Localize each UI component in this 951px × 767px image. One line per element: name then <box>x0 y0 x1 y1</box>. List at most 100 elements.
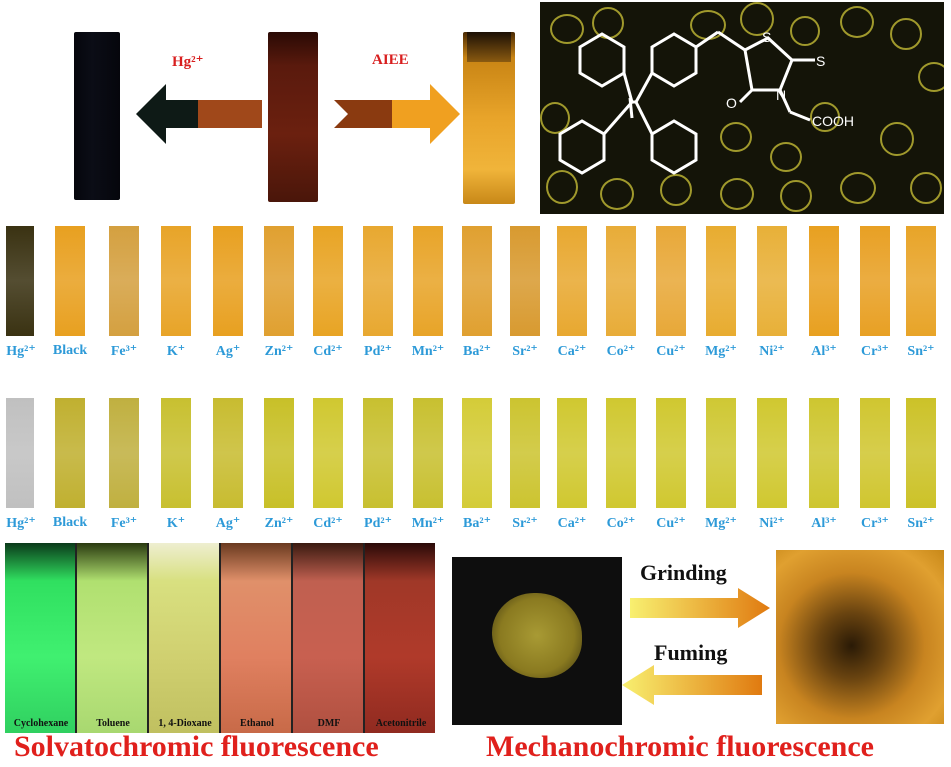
test-strip <box>313 398 343 508</box>
test-strip <box>809 398 839 508</box>
left-arrow-icon <box>136 84 262 144</box>
solvent-label: Acetonitrile <box>375 718 427 729</box>
solvent-vial <box>77 543 147 733</box>
strip-label: Sn²⁺ <box>907 516 935 531</box>
test-strip <box>109 226 139 336</box>
test-strip <box>462 398 492 508</box>
strip-label: Cu²⁺ <box>656 344 686 359</box>
test-strip <box>510 398 540 508</box>
strip-label: Fe³⁺ <box>110 344 138 359</box>
powder-after-grinding <box>776 550 944 724</box>
solvent-vial <box>221 543 291 733</box>
atom-s-ring: S <box>762 29 771 45</box>
strip-label: Mg²⁺ <box>705 516 737 531</box>
strip-label: Cd²⁺ <box>313 516 343 531</box>
test-strip <box>606 226 636 336</box>
test-strip <box>706 398 736 508</box>
right-arrow-icon <box>334 84 460 144</box>
mechanochromic-title: Mechanochromic fluorescence <box>486 730 874 763</box>
aiee-arrow-label: AIEE <box>372 52 409 68</box>
solvent-vial <box>293 543 363 733</box>
vial-probe <box>268 32 318 202</box>
test-strip <box>809 226 839 336</box>
solvatochromic-title: Solvatochromic fluorescence <box>14 730 379 763</box>
strip-label: Ba²⁺ <box>463 516 491 531</box>
strip-label: Sr²⁺ <box>512 516 538 531</box>
strip-label: Cu²⁺ <box>656 516 686 531</box>
strip-label: Zn²⁺ <box>264 516 294 531</box>
strip-label: Black <box>52 343 88 358</box>
strip-label: Ni²⁺ <box>759 516 785 531</box>
test-strip <box>510 226 540 336</box>
test-strip <box>213 398 243 508</box>
strip-label: Ni²⁺ <box>759 344 785 359</box>
test-strip <box>860 226 890 336</box>
strip-label: Co²⁺ <box>606 344 636 359</box>
solvent-label: Cyclohexane <box>13 718 69 729</box>
test-strip <box>161 226 191 336</box>
strip-label: Sn²⁺ <box>907 344 935 359</box>
strip-label: Co²⁺ <box>606 516 636 531</box>
strip-label: Ca²⁺ <box>557 344 587 359</box>
test-strip <box>413 226 443 336</box>
test-strip <box>6 398 34 508</box>
solvent-vial <box>5 543 75 733</box>
test-strip <box>557 398 587 508</box>
strip-label: Pd²⁺ <box>364 344 392 359</box>
grinding-label: Grinding <box>640 560 727 585</box>
vial-aiee <box>463 32 515 204</box>
test-strip <box>757 398 787 508</box>
strip-label: Zn²⁺ <box>264 344 294 359</box>
solvent-label: DMF <box>317 718 341 729</box>
test-strip <box>264 226 294 336</box>
fuming-label: Fuming <box>654 640 728 665</box>
test-strip <box>656 226 686 336</box>
test-strip <box>264 398 294 508</box>
fuming-arrow-icon <box>622 665 762 705</box>
strip-label: Mg²⁺ <box>705 344 737 359</box>
test-strip <box>462 226 492 336</box>
strip-label: K⁺ <box>166 516 186 531</box>
test-strip <box>313 226 343 336</box>
strip-label: Al³⁺ <box>811 516 837 531</box>
strip-label: Ca²⁺ <box>557 516 587 531</box>
molecule-structure: S S N O COOH <box>558 29 854 175</box>
test-strip <box>213 226 243 336</box>
strip-label: Hg²⁺ <box>6 344 36 359</box>
test-strip <box>363 226 393 336</box>
test-strip <box>906 398 936 508</box>
strip-label: Al³⁺ <box>811 344 837 359</box>
test-strip <box>6 226 34 336</box>
test-strip <box>757 226 787 336</box>
strip-label: Hg²⁺ <box>6 516 36 531</box>
strip-label: Mn²⁺ <box>411 344 445 359</box>
test-strip <box>860 398 890 508</box>
strip-label: Sr²⁺ <box>512 344 538 359</box>
test-strip <box>363 398 393 508</box>
test-strip <box>55 398 85 508</box>
strip-label: Fe³⁺ <box>110 516 138 531</box>
cell-micrograph: S S N O COOH <box>540 2 944 214</box>
solvent-vial <box>149 543 219 733</box>
strip-label: Pd²⁺ <box>364 516 392 531</box>
strip-label: Mn²⁺ <box>411 516 445 531</box>
atom-o: O <box>726 95 737 111</box>
test-strip <box>557 226 587 336</box>
strip-label: Cr³⁺ <box>861 516 889 531</box>
vial-hg-quenched <box>74 32 120 200</box>
test-strip <box>906 226 936 336</box>
hg-arrow-label: Hg²⁺ <box>172 54 204 70</box>
strip-label: Ag⁺ <box>215 344 241 359</box>
grinding-arrow-icon <box>630 588 770 628</box>
test-strip <box>606 398 636 508</box>
strip-label: Cr³⁺ <box>861 344 889 359</box>
solvent-label: 1, 4-Dioxane <box>158 718 212 729</box>
strip-label: Black <box>52 515 88 530</box>
cooh-group: COOH <box>812 113 854 129</box>
solvent-label: Ethanol <box>240 718 274 729</box>
strip-label: Ag⁺ <box>215 516 241 531</box>
atom-s-thione: S <box>816 53 825 69</box>
powder-before-grinding <box>452 557 622 725</box>
test-strip <box>55 226 85 336</box>
test-strip <box>109 398 139 508</box>
